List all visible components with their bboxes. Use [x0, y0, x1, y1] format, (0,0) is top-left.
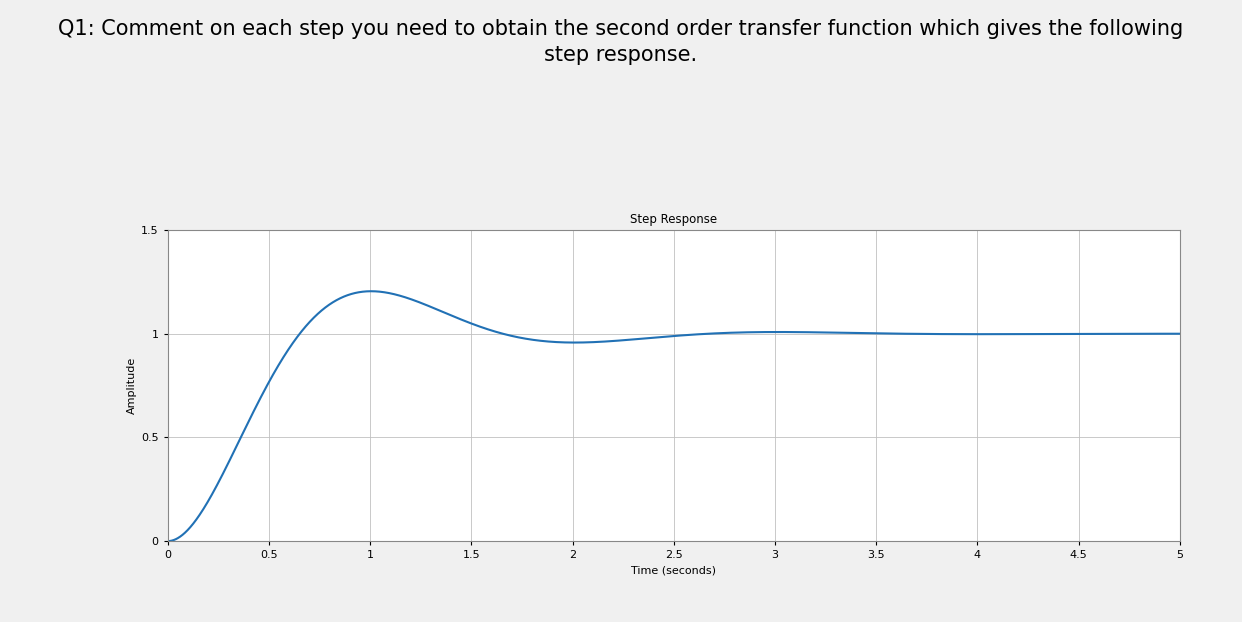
Title: Step Response: Step Response: [630, 213, 718, 226]
Text: Q1: Comment on each step you need to obtain the second order transfer function w: Q1: Comment on each step you need to obt…: [58, 19, 1184, 65]
Y-axis label: Amplitude: Amplitude: [127, 357, 137, 414]
X-axis label: Time (seconds): Time (seconds): [631, 566, 717, 576]
